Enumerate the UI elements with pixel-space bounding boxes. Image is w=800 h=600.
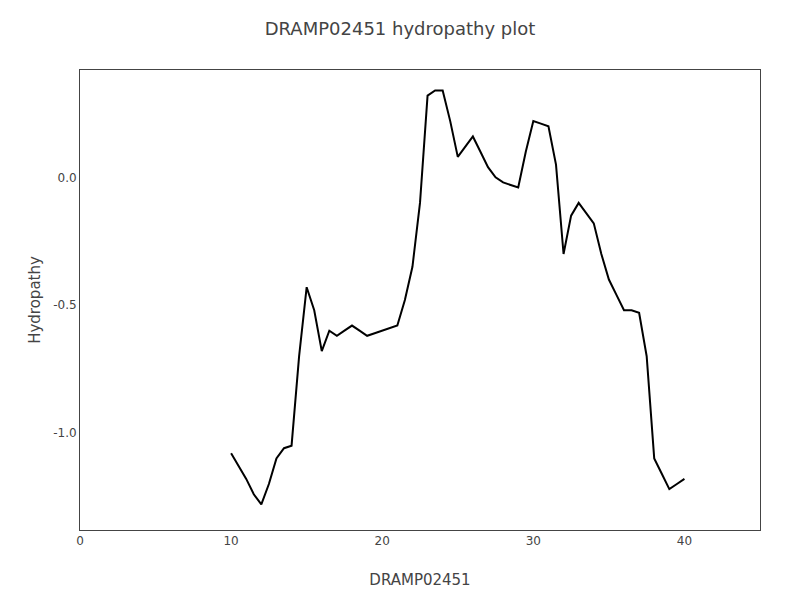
svg-text:0.0: 0.0 (58, 171, 77, 185)
svg-text:0: 0 (76, 534, 84, 548)
svg-text:30: 30 (526, 534, 541, 548)
svg-text:-1.0: -1.0 (53, 426, 76, 440)
svg-text:40: 40 (677, 534, 692, 548)
svg-text:10: 10 (223, 534, 238, 548)
svg-text:DRAMP02451 hydropathy plot: DRAMP02451 hydropathy plot (265, 18, 536, 39)
svg-text:20: 20 (375, 534, 390, 548)
svg-text:-0.5: -0.5 (53, 298, 76, 312)
svg-text:Hydropathy: Hydropathy (26, 256, 44, 344)
svg-text:DRAMP02451: DRAMP02451 (369, 571, 470, 589)
